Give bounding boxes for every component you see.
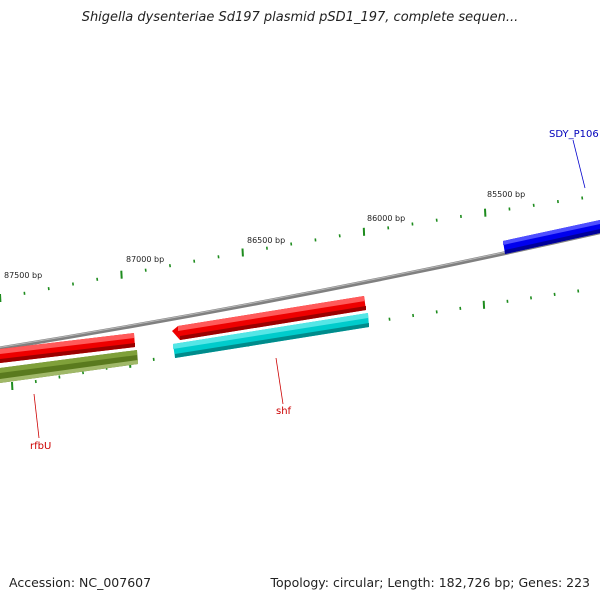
gene-label-SDY_P106[interactable]: SDY_P106 <box>549 129 599 140</box>
gene-shf[interactable] <box>172 296 366 340</box>
outer-tick-ring <box>0 196 584 303</box>
tick-label: 85500 bp <box>487 190 525 199</box>
leader-line-rfbU <box>33 393 40 439</box>
tick-label: 87500 bp <box>4 271 42 280</box>
tick-label: 86500 bp <box>247 236 285 245</box>
leader-line-SDY_P106 <box>572 139 586 189</box>
gene-label-shf[interactable]: shf <box>276 406 292 417</box>
tick-label: 87000 bp <box>126 255 164 264</box>
topology-summary-text: Topology: circular; Length: 182,726 bp; … <box>270 575 591 590</box>
cds-shf[interactable] <box>173 313 369 358</box>
cds-rfbU[interactable] <box>0 350 138 383</box>
leader-line-shf <box>275 357 284 405</box>
gene-rfbU[interactable] <box>0 333 135 363</box>
map-title: Shigella dysenteriae Sd197 plasmid pSD1_… <box>81 10 519 25</box>
accession-text: Accession: NC_007607 <box>9 575 152 590</box>
tick-label: 86000 bp <box>367 214 405 223</box>
gene-label-rfbU[interactable]: rfbU <box>30 441 51 452</box>
gene-SDY_P106[interactable] <box>503 220 600 254</box>
